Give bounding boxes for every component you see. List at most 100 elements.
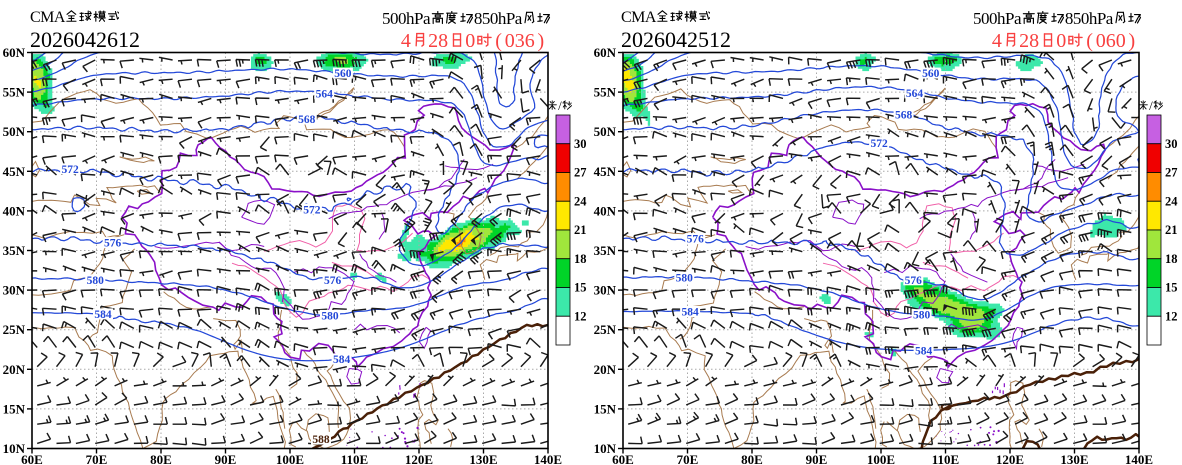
svg-text:30N: 30N <box>594 283 617 298</box>
svg-text:572: 572 <box>870 138 888 150</box>
svg-text:560: 560 <box>922 68 940 80</box>
svg-text:588: 588 <box>312 434 330 446</box>
svg-text:12: 12 <box>574 309 587 323</box>
svg-text:564: 564 <box>316 89 334 101</box>
svg-text:21: 21 <box>574 223 587 237</box>
svg-text:80E: 80E <box>150 452 172 465</box>
svg-text:130E: 130E <box>1060 452 1088 465</box>
svg-text:12: 12 <box>1165 309 1178 323</box>
svg-text:40N: 40N <box>594 203 617 218</box>
cjk-glyph <box>431 11 444 25</box>
cjk-glyph <box>537 13 550 24</box>
svg-text:24: 24 <box>574 194 587 208</box>
cjk-glyph <box>107 11 119 21</box>
colorbar-labels: 30 27 24 21 18 15 12 <box>574 137 587 324</box>
island-speckles <box>346 383 421 449</box>
svg-text:30: 30 <box>1165 137 1178 151</box>
svg-text:15N: 15N <box>3 401 26 416</box>
svg-text:572: 572 <box>61 164 79 176</box>
svg-text:45N: 45N <box>3 164 26 179</box>
init-time: 2026042612 <box>30 27 140 52</box>
svg-text:560: 560 <box>334 68 352 80</box>
svg-text:576: 576 <box>905 275 923 287</box>
svg-text:576: 576 <box>324 275 342 287</box>
svg-text:60E: 60E <box>612 452 634 465</box>
svg-text:80E: 80E <box>741 452 763 465</box>
svg-text:90E: 90E <box>215 452 237 465</box>
svg-text:580: 580 <box>87 275 105 287</box>
map-content: 560 564 568 572 576 576 580 580 584 584 <box>623 52 1139 449</box>
svg-text:110E: 110E <box>341 452 368 465</box>
contour-588-bold <box>920 357 1139 449</box>
svg-text:564: 564 <box>906 88 924 100</box>
init-time: 2026042512 <box>621 27 731 52</box>
svg-text:35N: 35N <box>594 243 617 258</box>
svg-text:100E: 100E <box>867 452 895 465</box>
svg-text:21: 21 <box>1165 223 1178 237</box>
cjk-glyph <box>1043 33 1052 47</box>
svg-text:27: 27 <box>574 166 587 180</box>
valid-time: 4 28 0(036) <box>401 30 547 53</box>
svg-text:568: 568 <box>298 114 316 126</box>
svg-text:580: 580 <box>913 310 931 322</box>
chart-title: 500hPa 850hPa <box>973 9 1142 29</box>
svg-text:100E: 100E <box>276 452 304 465</box>
cjk-glyph <box>414 33 424 47</box>
svg-text:60N: 60N <box>594 45 617 60</box>
cjk-glyph <box>657 10 668 22</box>
svg-text:50N: 50N <box>594 124 617 139</box>
svg-text:90E: 90E <box>806 452 828 465</box>
cjk-glyph <box>1153 100 1164 111</box>
svg-text:27: 27 <box>1165 166 1178 180</box>
colorbar-labels: 30 27 24 21 18 15 12 <box>1165 137 1178 324</box>
paren: ( <box>1086 30 1093 52</box>
wind-barbs <box>32 52 548 446</box>
cjk-glyph <box>1128 13 1141 24</box>
svg-text:45N: 45N <box>594 164 617 179</box>
svg-text:120E: 120E <box>405 452 433 465</box>
svg-text:130E: 130E <box>469 452 497 465</box>
svg-text:120E: 120E <box>996 452 1024 465</box>
colorbar-units-label: / <box>1138 98 1164 114</box>
coastlines-borders <box>32 87 548 449</box>
svg-text:18: 18 <box>1165 252 1178 266</box>
svg-text:40N: 40N <box>3 203 26 218</box>
model-name: CMA <box>621 9 711 27</box>
model-name: CMA <box>30 9 120 27</box>
cjk-glyph <box>1138 100 1149 111</box>
svg-text:572: 572 <box>303 204 321 216</box>
cjk-glyph <box>446 11 458 25</box>
svg-text:110E: 110E <box>932 452 959 465</box>
svg-text:60N: 60N <box>3 45 26 60</box>
svg-text:10N: 10N <box>3 441 26 456</box>
cjk-glyph <box>670 10 683 22</box>
cjk-glyph <box>698 11 710 21</box>
svg-text:584: 584 <box>681 307 699 319</box>
cjk-glyph <box>66 10 77 22</box>
cjk-glyph <box>1050 13 1064 24</box>
svg-text:20N: 20N <box>594 362 617 377</box>
colorbar-units-label: / <box>547 98 573 114</box>
colorbar <box>555 114 571 346</box>
cjk-glyph <box>452 33 461 47</box>
valid-time: 4 28 0(060) <box>992 30 1138 53</box>
svg-text:140E: 140E <box>1125 452 1153 465</box>
cjk-glyph <box>459 13 473 24</box>
axis-ticks <box>618 51 1140 454</box>
weather-map-060h: 560 564 568 572 576 576 580 580 584 584 60N 55N 50N 4… <box>594 45 1179 465</box>
svg-text:584: 584 <box>94 309 112 321</box>
svg-text:35N: 35N <box>3 243 26 258</box>
svg-text:25N: 25N <box>594 322 617 337</box>
svg-text:580: 580 <box>676 272 694 284</box>
wind-barbs <box>623 52 1139 446</box>
svg-text:70E: 70E <box>677 452 699 465</box>
svg-text:15: 15 <box>1165 281 1178 295</box>
svg-text:584: 584 <box>915 345 933 357</box>
svg-text:576: 576 <box>104 238 122 250</box>
cjk-glyph <box>562 100 573 111</box>
colorbar <box>1146 114 1162 346</box>
